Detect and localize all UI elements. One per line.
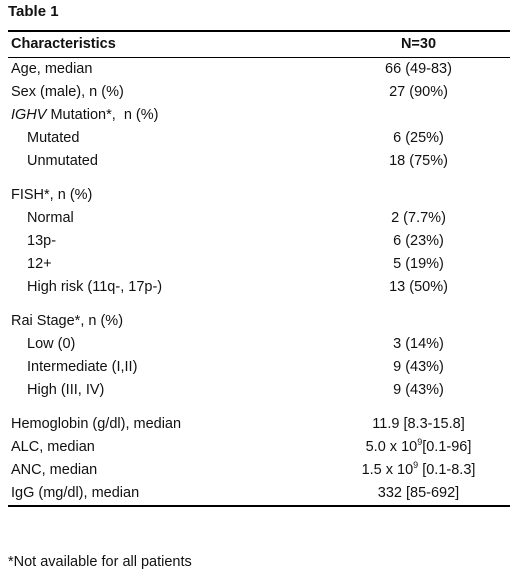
alc-value-exponent: 9 (417, 437, 423, 448)
table-row: Hemoglobin (g/dl), median 11.9 [8.3-15.8… (8, 413, 510, 436)
row-value: 2 (7.7%) (391, 210, 446, 226)
spacer-row (8, 402, 510, 413)
table-row: ANC, median 1.5 x 109 [0.1-8.3] (8, 459, 510, 482)
row-value: 1.5 x 109 [0.1-8.3] (327, 459, 510, 482)
ighv-italic: IGHV (11, 107, 47, 123)
anc-value-base: 1.5 x 10 (361, 462, 414, 478)
row-label: ALC, median (11, 439, 95, 455)
row-label: High risk (11q-, 17p-) (27, 279, 163, 295)
table-title: Table 1 (8, 3, 59, 20)
spacer-row (8, 173, 510, 184)
table-row: 12+ 5 (19%) (8, 253, 510, 276)
table-row: Normal 2 (7.7%) (8, 207, 510, 230)
table-row: High (III, IV) 9 (43%) (8, 379, 510, 402)
table-row: Age, median 66 (49-83) (8, 58, 510, 82)
table-row: Rai Stage*, n (%) (8, 310, 510, 333)
row-label: 12+ (27, 256, 52, 272)
row-value: 5 (19%) (393, 256, 444, 272)
ighv-rest: Mutation*, n (%) (46, 107, 159, 123)
table-row: Intermediate (I,II) 9 (43%) (8, 356, 510, 379)
row-value: 11.9 [8.3-15.8] (372, 416, 465, 432)
row-label: Mutated (27, 130, 80, 146)
anc-value-range: [0.1-8.3] (418, 462, 476, 478)
row-value: 27 (90%) (389, 84, 448, 100)
row-value: 332 [85-692] (327, 482, 510, 507)
table-row: Sex (male), n (%) 27 (90%) (8, 81, 510, 104)
row-label: IgG (mg/dl), median (8, 482, 327, 507)
characteristics-table: Characteristics N=30 Age, median 66 (49-… (8, 30, 510, 507)
row-label: Age, median (11, 61, 93, 77)
row-value: 3 (14%) (393, 336, 444, 352)
row-label: IGHV Mutation*, n (%) (8, 104, 327, 127)
row-label: Normal (27, 210, 74, 226)
spacer-row (8, 299, 510, 310)
row-label: Hemoglobin (g/dl), median (11, 416, 182, 432)
table-header-row: Characteristics N=30 (8, 30, 510, 58)
row-label: FISH*, n (%) (11, 187, 93, 203)
row-label: High (III, IV) (27, 382, 105, 398)
header-characteristics: Characteristics (8, 30, 327, 58)
table-row: ALC, median 5.0 x 109[0.1-96] (8, 436, 510, 459)
alc-value-range: [0.1-96] (422, 439, 472, 455)
row-value: 5.0 x 109[0.1-96] (327, 436, 510, 459)
row-value: 66 (49-83) (385, 61, 452, 77)
table-row: FISH*, n (%) (8, 184, 510, 207)
table-row: IGHV Mutation*, n (%) (8, 104, 510, 127)
table-row: Mutated 6 (25%) (8, 127, 510, 150)
row-value: 9 (43%) (393, 382, 444, 398)
row-label: Unmutated (27, 153, 98, 169)
row-label: ANC, median (11, 462, 98, 478)
row-label: Intermediate (I,II) (27, 359, 138, 375)
row-label: Rai Stage*, n (%) (11, 313, 124, 329)
table-row: 13p- 6 (23%) (8, 230, 510, 253)
table-row: IgG (mg/dl), median 332 [85-692] (8, 482, 510, 507)
row-label: Sex (male), n (%) (11, 84, 124, 100)
table-row: High risk (11q-, 17p-) 13 (50%) (8, 276, 510, 299)
row-label: 13p- (27, 233, 57, 249)
alc-value-base: 5.0 x 10 (365, 439, 418, 455)
row-value: 18 (75%) (389, 153, 448, 169)
row-value: 13 (50%) (389, 279, 448, 295)
row-label: Low (0) (27, 336, 76, 352)
row-value: 9 (43%) (393, 359, 444, 375)
row-value: 6 (23%) (393, 233, 444, 249)
table-footnote: *Not available for all patients (8, 554, 192, 570)
header-n: N=30 (327, 30, 510, 58)
table-row: Unmutated 18 (75%) (8, 150, 510, 173)
table-row: Low (0) 3 (14%) (8, 333, 510, 356)
row-value: 6 (25%) (393, 130, 444, 146)
anc-value-exponent: 9 (413, 460, 419, 471)
